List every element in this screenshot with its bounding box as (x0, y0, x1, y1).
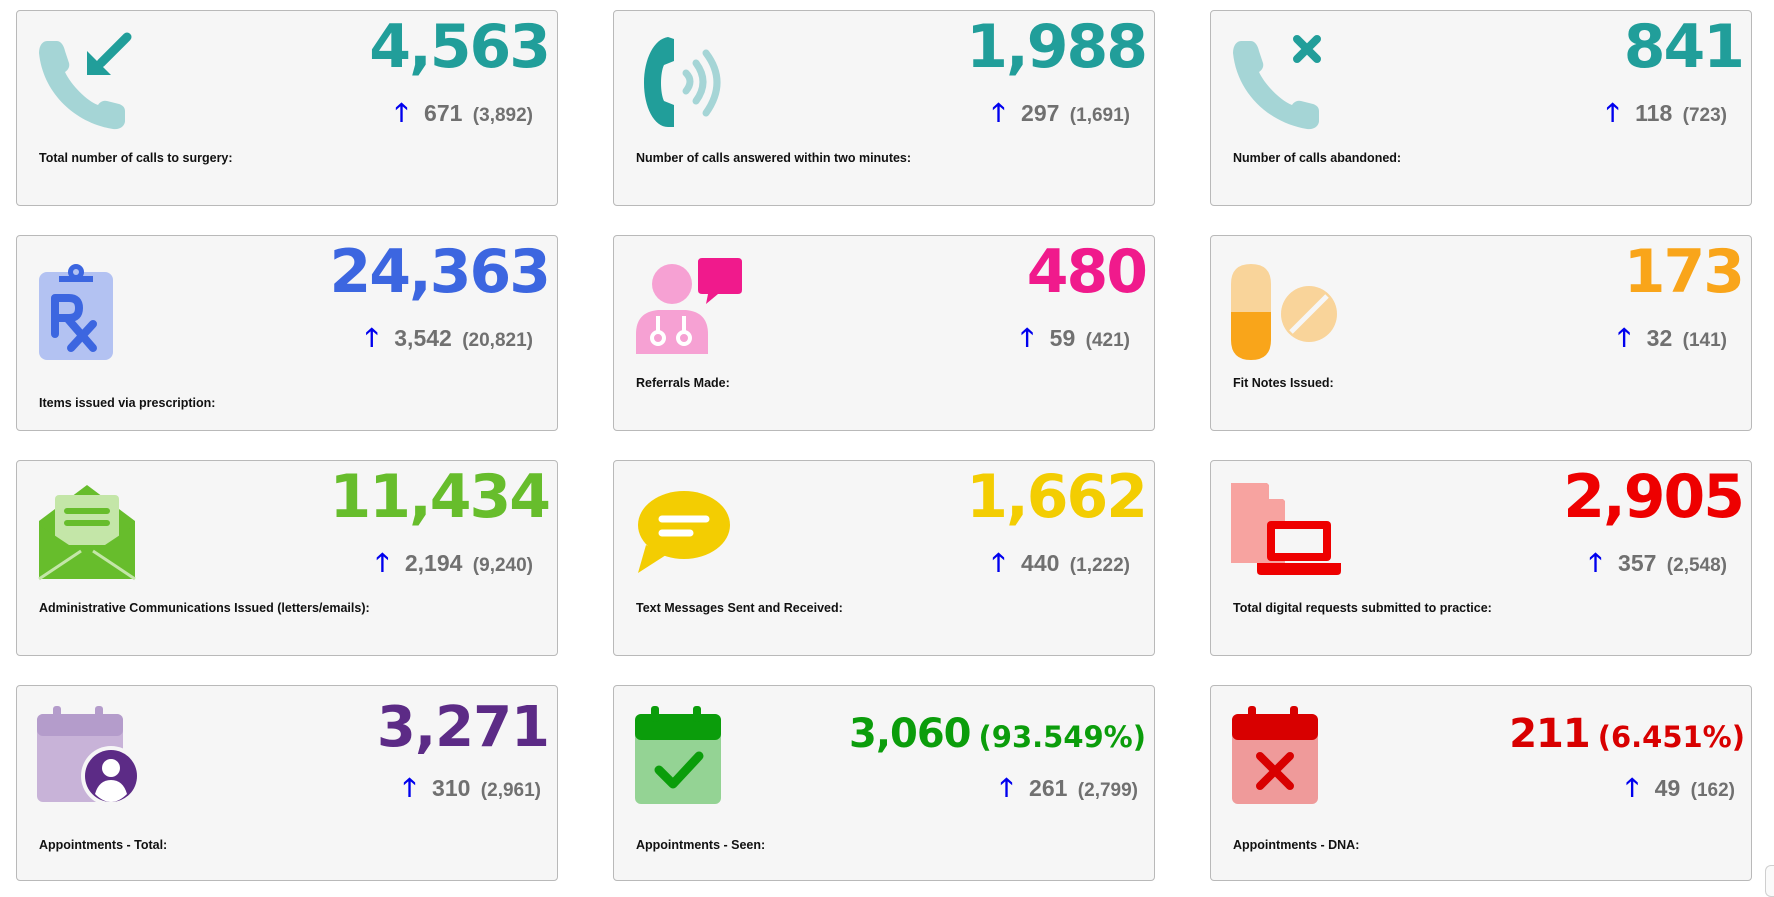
stat-card-digital-requests: 2,905 🡑 357 (2,548) Total digital request… (1210, 460, 1752, 656)
arrow-up-icon: 🡑 (1589, 549, 1603, 577)
stat-card-fit-notes: 173 🡑 32 (141) Fit Notes Issued: (1210, 235, 1752, 431)
arrow-up-icon: 🡑 (992, 99, 1006, 127)
stat-change: 🡑 3,542 (20,821) (365, 324, 533, 352)
stat-value: 173 (1623, 237, 1745, 307)
open-envelope-icon (35, 481, 139, 581)
arrow-up-icon: 🡑 (1625, 774, 1639, 802)
arrow-up-icon: 🡑 (1606, 99, 1620, 127)
stat-card-abandoned-calls: 841 🡑 118 (723) Number of calls abandoned… (1210, 10, 1752, 206)
stat-card-appointments-total: 3,271 🡑 310 (2,961) Appointments - Total: (16, 685, 558, 881)
doctor-chat-icon (632, 256, 746, 356)
stat-change: 🡑 261 (2,799) (1000, 774, 1138, 802)
stat-percentage: (6.451%) (1597, 720, 1745, 754)
stat-card-prescriptions: 24,363 🡑 3,542 (20,821) Items issued via … (16, 235, 558, 431)
stat-value: 3,271 (376, 695, 550, 760)
arrow-up-icon: 🡑 (365, 324, 379, 352)
calendar-check-icon (632, 706, 724, 806)
stat-card-appointments-seen: 3,060 (93.549%) 🡑 261 (2,799) Appointments… (613, 685, 1155, 881)
stat-value: 1,988 (966, 12, 1148, 82)
stat-change: 🡑 671 (3,892) (395, 99, 533, 127)
scroll-handle[interactable] (1765, 865, 1774, 897)
stat-change: 🡑 2,194 (9,240) (375, 549, 533, 577)
stat-label: Administrative Communications Issued (le… (39, 601, 370, 615)
stat-value: 841 (1623, 12, 1745, 82)
stat-change: 🡑 440 (1,222) (992, 549, 1130, 577)
stat-card-total-calls: 4,563 🡑 671 (3,892) Total number of calls… (16, 10, 558, 206)
stat-value: 11,434 (329, 462, 551, 532)
stat-value: 2,905 (1563, 462, 1745, 532)
speech-bubble-icon (632, 489, 736, 573)
incoming-call-icon (35, 31, 139, 131)
stat-card-text-messages: 1,662 🡑 440 (1,222) Text Messages Sent an… (613, 460, 1155, 656)
stat-change: 🡑 49 (162) (1625, 774, 1735, 802)
stat-change: 🡑 297 (1,691) (992, 99, 1130, 127)
arrow-up-icon: 🡑 (1617, 324, 1631, 352)
stat-value: 480 (1026, 237, 1148, 307)
ringing-phone-icon (632, 31, 736, 131)
stat-label: Items issued via prescription: (39, 396, 216, 410)
stat-change: 🡑 118 (723) (1606, 99, 1727, 127)
calendar-user-icon (35, 706, 139, 806)
stat-label: Appointments - DNA: (1233, 838, 1360, 852)
stat-change: 🡑 32 (141) (1617, 324, 1727, 352)
stat-card-answered-calls: 1,988 🡑 297 (1,691) Number of calls answe… (613, 10, 1155, 206)
stat-card-appointments-dna: 211 (6.451%) 🡑 49 (162) Appointments - DNA… (1210, 685, 1752, 881)
arrow-up-icon: 🡑 (1000, 774, 1014, 802)
stat-label: Appointments - Total: (39, 838, 168, 852)
stat-label: Text Messages Sent and Received: (636, 601, 843, 615)
stat-value: 3,060 (93.549%) (848, 711, 1146, 757)
digital-request-icon (1229, 481, 1343, 581)
stat-value: 24,363 (329, 237, 551, 307)
stat-change: 🡑 357 (2,548) (1589, 549, 1727, 577)
stat-label: Fit Notes Issued: (1233, 376, 1334, 390)
stat-card-referrals: 480 🡑 59 (421) Referrals Made: (613, 235, 1155, 431)
stat-value: 4,563 (369, 12, 551, 82)
stat-change: 🡑 59 (421) (1020, 324, 1130, 352)
arrow-up-icon: 🡑 (395, 99, 409, 127)
stat-label: Referrals Made: (636, 376, 730, 390)
stat-value: 1,662 (966, 462, 1148, 532)
stat-label: Number of calls answered within two minu… (636, 151, 912, 165)
stat-label: Number of calls abandoned: (1233, 151, 1402, 165)
pills-icon (1229, 262, 1339, 362)
prescription-icon (35, 262, 139, 362)
stat-card-admin-communications: 11,434 🡑 2,194 (9,240) Administrative Com… (16, 460, 558, 656)
stat-change: 🡑 310 (2,961) (403, 774, 541, 802)
arrow-up-icon: 🡑 (992, 549, 1006, 577)
arrow-up-icon: 🡑 (1020, 324, 1034, 352)
stat-percentage: (93.549%) (978, 720, 1146, 754)
stat-value: 211 (6.451%) (1509, 711, 1745, 757)
arrow-up-icon: 🡑 (403, 774, 417, 802)
missed-call-icon (1229, 31, 1333, 131)
stat-label: Total number of calls to surgery: (39, 151, 233, 165)
arrow-up-icon: 🡑 (375, 549, 389, 577)
stat-label: Total digital requests submitted to prac… (1233, 601, 1492, 615)
stat-label: Appointments - Seen: (636, 838, 766, 852)
calendar-x-icon (1229, 706, 1321, 806)
